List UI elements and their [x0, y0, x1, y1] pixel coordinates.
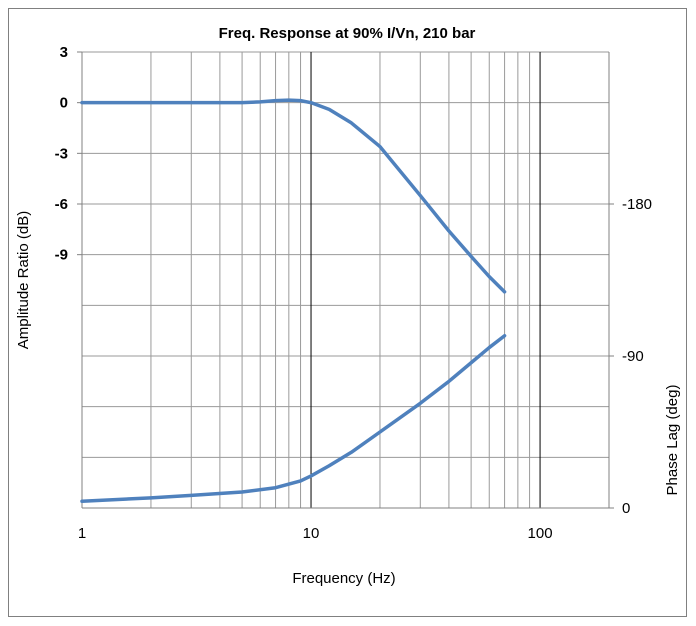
y-right-tick-label: -90: [622, 348, 644, 365]
y-right-tick-label: 0: [622, 500, 630, 517]
series-lines: [80, 98, 507, 503]
x-tick-label: 1: [78, 525, 86, 542]
chart-title: Freq. Response at 90% I/Vn, 210 bar: [219, 25, 476, 42]
y-left-tick-label: -6: [55, 196, 68, 213]
y-left-tick-label: -9: [55, 247, 68, 264]
axes: [77, 51, 614, 509]
x-tick-label: 100: [528, 525, 553, 542]
y-left-tick-label: 0: [60, 95, 68, 112]
x-tick-label: 10: [303, 525, 320, 542]
y-left-tick-label: 3: [60, 44, 68, 61]
y-right-tick-label: -180: [622, 196, 652, 213]
tick-labels: 1 10 100 3 0 -3 -6 -9 -180 -90 0: [55, 44, 652, 542]
amplitude-ratio-line: [80, 98, 507, 294]
y-axis-right-title: Phase Lag (deg): [664, 385, 681, 496]
y-left-tick-label: -3: [55, 145, 68, 162]
y-axis-left-title: Amplitude Ratio (dB): [15, 211, 32, 349]
grid-lines: [81, 51, 610, 509]
phase-lag-line: [80, 333, 507, 503]
chart-frame: [8, 8, 687, 617]
x-axis-title: Frequency (Hz): [292, 570, 395, 587]
